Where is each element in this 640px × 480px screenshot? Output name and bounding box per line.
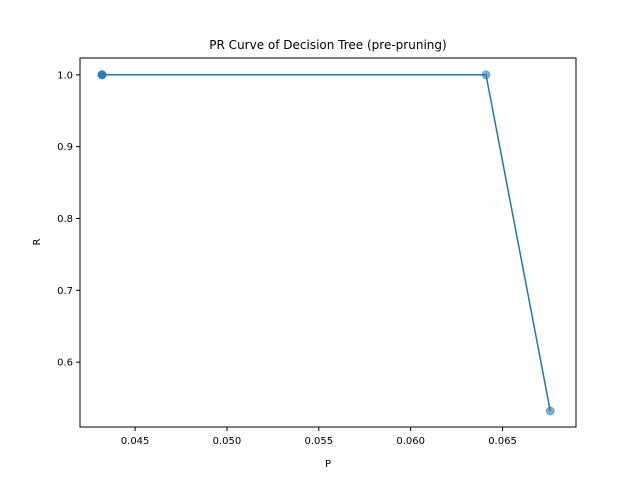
y-tick-label: 0.7 [57, 286, 73, 297]
plot-frame [79, 57, 577, 428]
y-tick-label: 1.0 [57, 70, 73, 81]
data-point [97, 70, 107, 80]
chart-title: PR Curve of Decision Tree (pre-pruning) [209, 38, 446, 52]
series-layer [97, 70, 555, 416]
x-tick-label: 0.045 [121, 436, 150, 447]
x-tick-label: 0.055 [304, 436, 333, 447]
data-point [545, 406, 555, 416]
x-tick-label: 0.060 [396, 436, 425, 447]
plot-area [80, 58, 576, 427]
x-tick-label: 0.065 [488, 436, 517, 447]
y-axis-label: R [32, 238, 43, 245]
y-axis-ticks: 0.6 0.7 0.8 0.9 1.0 [57, 70, 80, 369]
y-tick-label: 0.9 [57, 142, 73, 153]
y-tick-label: 0.6 [57, 358, 73, 369]
x-tick-label: 0.050 [213, 436, 242, 447]
data-point [481, 70, 491, 80]
y-tick-label: 0.8 [57, 214, 73, 225]
x-axis-ticks: 0.045 0.050 0.055 0.060 0.065 [121, 427, 517, 447]
x-axis-label: P [325, 459, 331, 470]
